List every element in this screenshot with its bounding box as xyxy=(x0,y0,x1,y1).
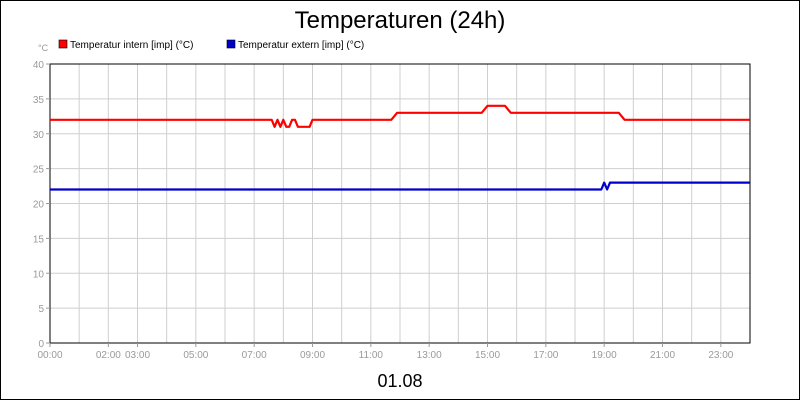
x-tick-label: 00:00 xyxy=(37,350,62,361)
x-tick-label: 09:00 xyxy=(300,350,325,361)
x-tick-label: 02:00 xyxy=(96,350,121,361)
y-tick-label: 0 xyxy=(38,339,44,350)
x-tick-label: 13:00 xyxy=(417,350,442,361)
y-tick-label: 10 xyxy=(33,269,45,280)
x-tick-label: 19:00 xyxy=(592,350,617,361)
x-tick-label: 15:00 xyxy=(475,350,500,361)
series-line-extern xyxy=(50,181,750,191)
legend-swatch-extern xyxy=(226,39,236,49)
series-layer xyxy=(50,104,750,191)
legend: Temperatur intern [imp] (°C) Temperatur … xyxy=(58,39,364,51)
x-tick-label: 21:00 xyxy=(650,350,675,361)
y-tick-label: 5 xyxy=(38,304,44,315)
x-axis: 00:00 02:00 03:00 05:00 07:00 09:00 11:00 13:00… xyxy=(37,343,734,361)
y-tick-label: 35 xyxy=(33,95,45,106)
series-line-intern xyxy=(50,104,750,128)
grid-layer xyxy=(50,64,750,343)
y-axis: 0 5 10 15 20 25 30 35 40 xyxy=(33,60,50,350)
y-tick-label: 15 xyxy=(33,234,45,245)
legend-swatch-intern xyxy=(58,39,68,49)
legend-label-intern: Temperatur intern [imp] (°C) xyxy=(70,40,193,51)
x-tick-label: 05:00 xyxy=(183,350,208,361)
y-tick-label: 25 xyxy=(33,165,45,176)
y-tick-label: 20 xyxy=(33,200,45,211)
x-tick-label: 17:00 xyxy=(533,350,558,361)
y-tick-label: 40 xyxy=(33,60,45,71)
legend-label-extern: Temperatur extern [imp] (°C) xyxy=(238,40,364,51)
x-tick-label: 03:00 xyxy=(125,350,150,361)
x-tick-label: 23:00 xyxy=(708,350,733,361)
y-axis-unit: °C xyxy=(38,43,49,53)
x-tick-label: 11:00 xyxy=(359,350,384,361)
y-tick-label: 30 xyxy=(33,130,45,141)
chart-title: Temperaturen (24h) xyxy=(295,7,506,34)
x-tick-label: 07:00 xyxy=(242,350,267,361)
x-axis-date-label: 01.08 xyxy=(377,371,422,391)
